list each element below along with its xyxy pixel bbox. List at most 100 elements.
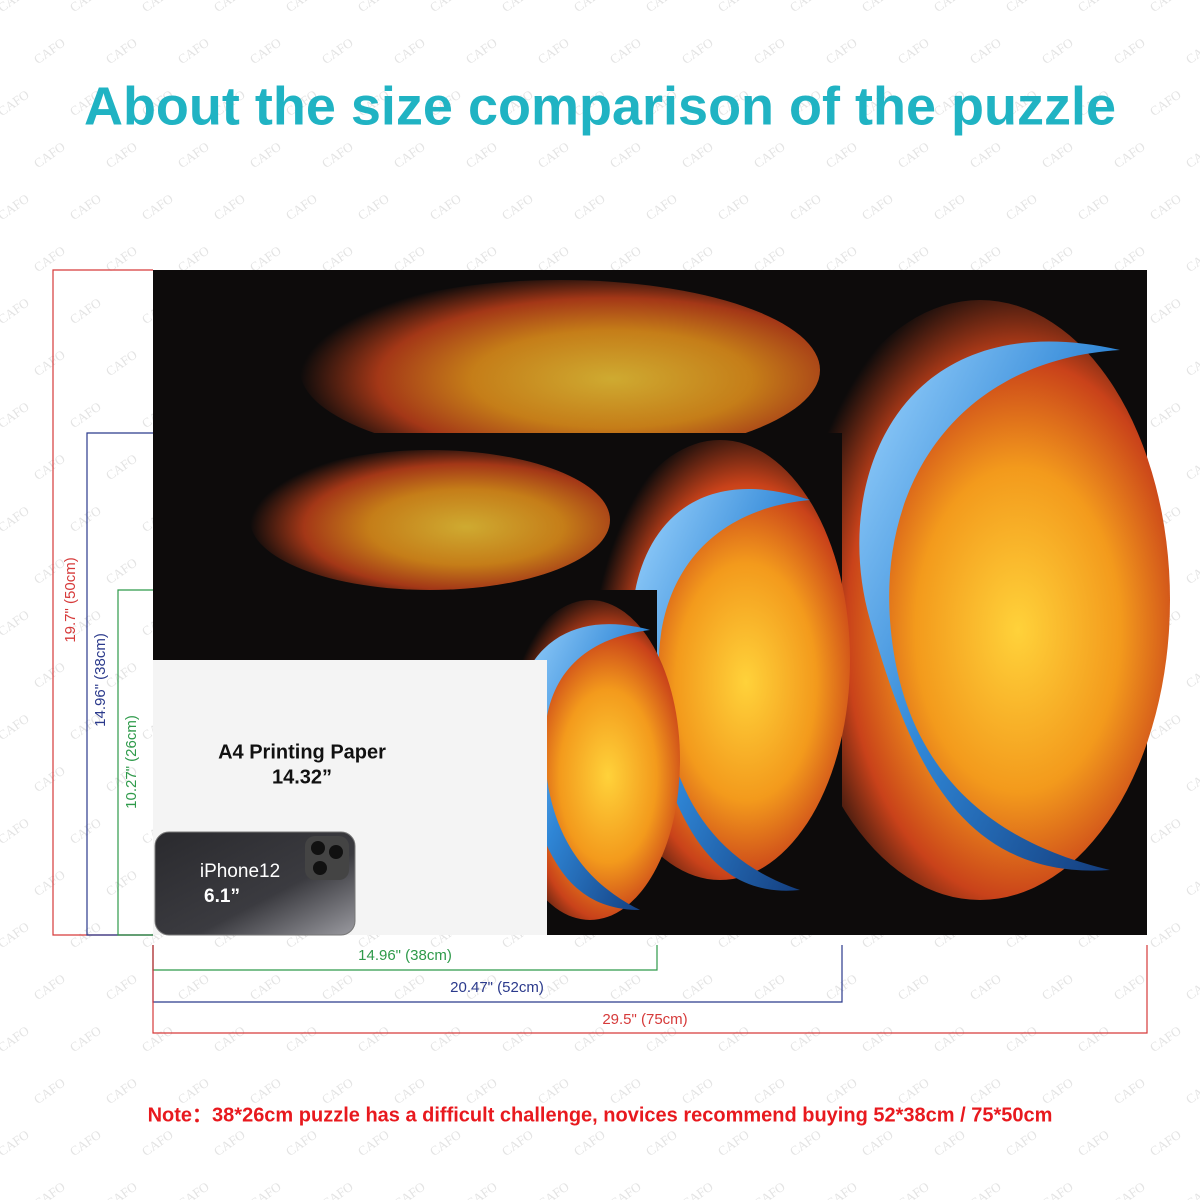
watermark: CAFO [391, 139, 428, 171]
watermark: CAFO [679, 35, 716, 67]
watermark: CAFO [103, 867, 140, 899]
watermark: CAFO [463, 1179, 500, 1200]
watermark: CAFO [643, 0, 680, 15]
watermark: CAFO [391, 1075, 428, 1107]
small-height: 10.27" (26cm) [123, 715, 140, 809]
watermark: CAFO [247, 1179, 284, 1200]
small-width: 14.96" (38cm) [358, 947, 452, 964]
watermark: CAFO [1075, 191, 1112, 223]
watermark: CAFO [247, 139, 284, 171]
watermark: CAFO [895, 35, 932, 67]
watermark: CAFO [1147, 191, 1184, 223]
watermark: CAFO [67, 399, 104, 431]
watermark: CAFO [319, 35, 356, 67]
watermark: CAFO [175, 1075, 212, 1107]
watermark: CAFO [31, 347, 68, 379]
watermark: CAFO [679, 1179, 716, 1200]
watermark: CAFO [643, 191, 680, 223]
watermark: CAFO [247, 1075, 284, 1107]
watermark: CAFO [1183, 1075, 1200, 1107]
watermark: CAFO [715, 1127, 752, 1159]
watermark: CAFO [139, 0, 176, 15]
watermark: CAFO [0, 503, 32, 535]
watermark: CAFO [0, 191, 32, 223]
watermark: CAFO [1147, 1127, 1184, 1159]
watermark: CAFO [751, 35, 788, 67]
watermark: CAFO [67, 1127, 104, 1159]
watermark: CAFO [607, 1179, 644, 1200]
watermark: CAFO [1183, 763, 1200, 795]
watermark: CAFO [1147, 815, 1184, 847]
watermark: CAFO [319, 1179, 356, 1200]
watermark: CAFO [895, 1075, 932, 1107]
watermark: CAFO [283, 1023, 320, 1055]
watermark: CAFO [139, 191, 176, 223]
watermark: CAFO [607, 1075, 644, 1107]
watermark: CAFO [1183, 35, 1200, 67]
watermark: CAFO [67, 191, 104, 223]
watermark: CAFO [823, 1179, 860, 1200]
note: Note：38*26cm puzzle has a difficult chal… [148, 1104, 1053, 1126]
watermark: CAFO [67, 1023, 104, 1055]
watermark: CAFO [607, 139, 644, 171]
watermark: CAFO [715, 0, 752, 15]
watermark: CAFO [0, 1127, 32, 1159]
watermark: CAFO [67, 295, 104, 327]
watermark: CAFO [31, 451, 68, 483]
watermark: CAFO [1183, 243, 1200, 275]
watermark: CAFO [1039, 35, 1076, 67]
watermark: CAFO [103, 35, 140, 67]
camera [313, 861, 327, 875]
watermark: CAFO [823, 35, 860, 67]
watermark: CAFO [0, 711, 32, 743]
watermark: CAFO [967, 35, 1004, 67]
watermark: CAFO [427, 1023, 464, 1055]
watermark: CAFO [499, 1023, 536, 1055]
watermark: CAFO [787, 1127, 824, 1159]
watermark: CAFO [1183, 1179, 1200, 1200]
watermark: CAFO [1183, 971, 1200, 1003]
watermark: CAFO [1147, 87, 1184, 119]
watermark: CAFO [1111, 139, 1148, 171]
title: About the size comparison of the puzzle [84, 76, 1116, 136]
watermark: CAFO [1075, 1023, 1112, 1055]
watermark: CAFO [931, 1127, 968, 1159]
watermark: CAFO [31, 1179, 68, 1200]
watermark: CAFO [1183, 347, 1200, 379]
large-width: 29.5" (75cm) [602, 1011, 687, 1028]
watermark: CAFO [31, 867, 68, 899]
watermark: CAFO [715, 191, 752, 223]
watermark: CAFO [1111, 1075, 1148, 1107]
watermark: CAFO [175, 971, 212, 1003]
watermark: CAFO [535, 139, 572, 171]
watermark: CAFO [1183, 451, 1200, 483]
watermark: CAFO [103, 1179, 140, 1200]
watermark: CAFO [787, 1023, 824, 1055]
watermark: CAFO [0, 1023, 32, 1055]
watermark: CAFO [1183, 555, 1200, 587]
watermark: CAFO [427, 0, 464, 15]
watermark: CAFO [211, 1127, 248, 1159]
watermark: CAFO [67, 815, 104, 847]
watermark: CAFO [31, 971, 68, 1003]
watermark: CAFO [0, 815, 32, 847]
watermark: CAFO [1147, 295, 1184, 327]
phone-size: 6.1” [204, 886, 240, 907]
watermark: CAFO [643, 1127, 680, 1159]
watermark: CAFO [1111, 35, 1148, 67]
watermark: CAFO [535, 35, 572, 67]
watermark: CAFO [0, 919, 32, 951]
dimension-lines [52, 269, 1148, 1034]
watermark: CAFO [1147, 1023, 1184, 1055]
watermark: CAFO [1111, 1179, 1148, 1200]
watermark: CAFO [859, 191, 896, 223]
watermark: CAFO [679, 971, 716, 1003]
watermark: CAFO [607, 971, 644, 1003]
watermark: CAFO [1075, 1127, 1112, 1159]
watermark: CAFO [823, 139, 860, 171]
watermark: CAFO [247, 35, 284, 67]
camera [311, 841, 325, 855]
watermark: CAFO [247, 971, 284, 1003]
watermark: CAFO [1003, 0, 1040, 15]
watermark: CAFO [535, 1075, 572, 1107]
